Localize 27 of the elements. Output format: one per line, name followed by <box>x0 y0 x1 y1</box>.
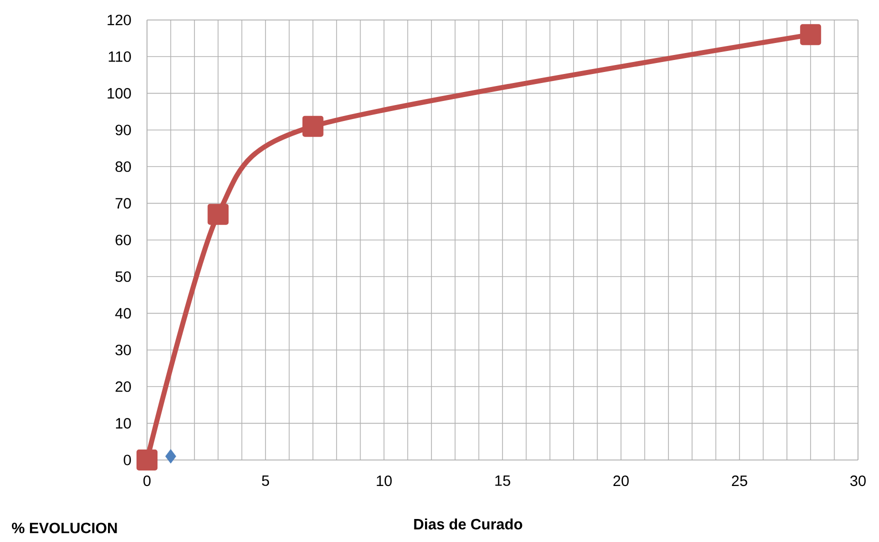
point <box>136 449 158 470</box>
x-tick-label: 30 <box>850 476 866 486</box>
y-tick-label: 110 <box>108 51 131 62</box>
point <box>302 116 324 137</box>
y-tick-label: 80 <box>116 161 131 172</box>
x-tick-label: 20 <box>613 476 629 486</box>
point <box>208 204 229 225</box>
x-tick-label: 25 <box>732 476 748 486</box>
y-tick-label: 0 <box>124 454 131 466</box>
y-axis-title: % EVOLUCION <box>12 522 117 534</box>
y-tick-label: 90 <box>116 124 131 136</box>
x-tick-label: 5 <box>262 476 270 486</box>
y-tick-label: 40 <box>115 308 131 319</box>
y-tick-label: 20 <box>116 381 131 392</box>
x-tick-label: 15 <box>495 476 510 486</box>
y-tick-label: 10 <box>116 418 131 429</box>
x-tick-label: 10 <box>376 476 392 486</box>
y-tick-label: 60 <box>116 234 131 246</box>
y-tick-label: 50 <box>115 271 131 282</box>
point <box>800 24 822 46</box>
y-tick-label: 120 <box>108 14 131 26</box>
y-tick-label: 100 <box>108 88 131 99</box>
y-tick-label: 70 <box>116 198 131 209</box>
x-tick-label: 0 <box>143 476 151 486</box>
y-tick-label: 30 <box>115 344 131 356</box>
x-axis-title: Dias de Curado <box>414 518 522 530</box>
point <box>165 449 176 464</box>
